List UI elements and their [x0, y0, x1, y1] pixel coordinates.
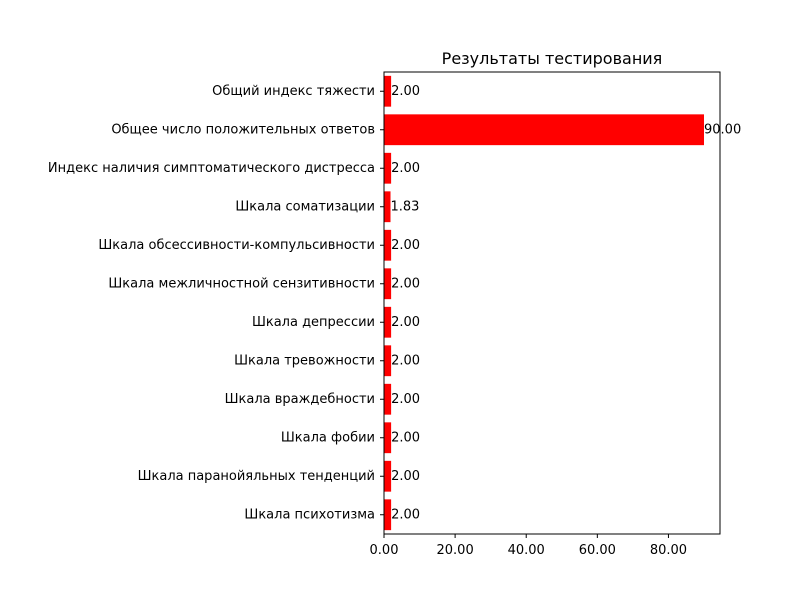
bar: [384, 268, 392, 300]
y-tick-label: Шкала враждебности: [225, 392, 375, 407]
data-label: 2.00: [391, 84, 420, 99]
y-tick-label: Шкала межличностной сензитивности: [108, 276, 375, 291]
bar: [384, 229, 392, 261]
x-tick-label: 0.00: [370, 543, 399, 558]
data-label: 90.00: [704, 122, 741, 137]
data-label: 2.00: [391, 430, 420, 445]
chart-title: Результаты тестирования: [442, 49, 663, 68]
x-tick-label: 60.00: [579, 543, 616, 558]
data-label: 2.00: [391, 353, 420, 368]
bar: [384, 114, 704, 146]
data-label: 2.00: [391, 315, 420, 330]
x-tick-label: 80.00: [650, 543, 687, 558]
data-label: 1.83: [391, 199, 420, 214]
bar: [384, 499, 392, 531]
x-tick-label: 20.00: [437, 543, 474, 558]
data-label: 2.00: [391, 161, 420, 176]
bar: [384, 75, 392, 107]
data-label: 2.00: [391, 469, 420, 484]
y-tick-label: Индекс наличия симптоматического дистрес…: [48, 161, 375, 176]
bar: [384, 422, 392, 454]
y-tick-label: Шкала тревожности: [234, 353, 375, 368]
bar: [384, 383, 392, 415]
y-tick-label: Общий индекс тяжести: [212, 84, 375, 99]
bar: [384, 306, 392, 338]
bar: [384, 460, 392, 492]
y-tick-label: Общее число положительных ответов: [111, 122, 375, 137]
data-labels: 2.00 90.00 2.00 1.83 2.00 2.00 2.00 2.00 2.00 2.0…: [391, 84, 742, 523]
bar: [384, 345, 392, 377]
y-tick-label: Шкала депрессии: [252, 315, 375, 330]
bars-layer: [384, 75, 704, 531]
y-tick-label: Шкала обсессивности-компульсивности: [98, 238, 375, 253]
data-label: 2.00: [391, 392, 420, 407]
data-label: 2.00: [391, 507, 420, 522]
bar: [384, 191, 391, 223]
bar: [384, 152, 392, 184]
category-labels: Общий индекс тяжести Общее число положите…: [48, 84, 384, 522]
y-tick-label: Шкала паранойяльных тенденций: [138, 469, 375, 484]
x-tick-label: 40.00: [508, 543, 545, 558]
y-tick-label: Шкала соматизации: [235, 199, 375, 214]
y-tick-label: Шкала психотизма: [244, 507, 375, 522]
plot-frame: [383, 71, 721, 535]
x-axis: 0.00 20.00 40.00 60.00 80.00: [370, 534, 687, 558]
data-label: 2.00: [391, 238, 420, 253]
data-label: 2.00: [391, 276, 420, 291]
y-tick-label: Шкала фобии: [281, 430, 375, 445]
